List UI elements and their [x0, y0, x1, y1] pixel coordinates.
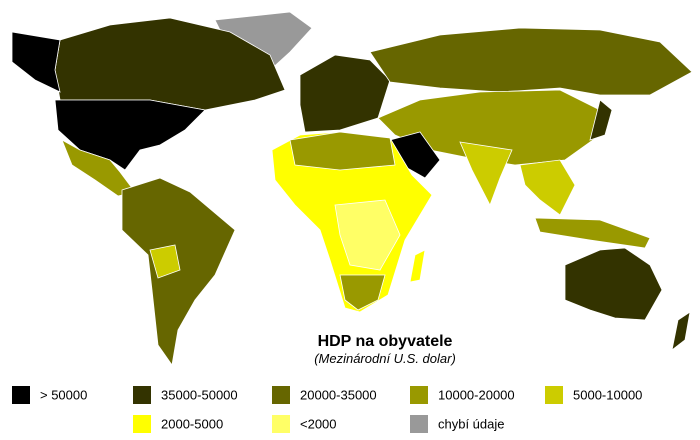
legend: > 50000 35000-50000 20000-35000 10000-20000…	[12, 386, 642, 433]
legend-swatch	[12, 386, 30, 404]
russia	[369, 27, 693, 96]
legend-swatch	[410, 415, 428, 433]
madagascar	[409, 249, 426, 283]
legend-label: 2000-5000	[161, 416, 223, 431]
legend-swatch	[133, 415, 151, 433]
legend-label: 5000-10000	[573, 387, 642, 402]
legend-swatch	[272, 415, 290, 433]
map-title: HDP na obyvatele	[318, 333, 453, 350]
south-africa	[339, 274, 386, 311]
central-africa	[334, 199, 401, 271]
new-zealand	[671, 311, 691, 351]
europe	[299, 54, 391, 133]
north-africa	[289, 131, 396, 171]
legend-label: chybí údaje	[438, 416, 505, 431]
bolivia	[149, 244, 181, 279]
legend-label: 20000-35000	[300, 387, 377, 402]
legend-label: 35000-50000	[161, 387, 238, 402]
legend-swatch	[545, 386, 563, 404]
india	[459, 141, 513, 206]
indonesia	[534, 217, 651, 249]
legend-label: <2000	[300, 416, 337, 431]
usa	[54, 99, 206, 171]
map-subtitle: (Mezinárodní U.S. dolar)	[314, 351, 456, 366]
japan	[589, 99, 613, 141]
legend-swatch	[272, 386, 290, 404]
legend-swatch	[410, 386, 428, 404]
legend-label: > 50000	[40, 387, 87, 402]
alaska	[11, 31, 61, 93]
legend-label: 10000-20000	[438, 387, 515, 402]
legend-swatch	[133, 386, 151, 404]
world-map	[11, 11, 693, 367]
southeast-asia	[519, 159, 576, 216]
south-america	[121, 177, 236, 367]
canada	[54, 17, 286, 111]
australia	[564, 247, 663, 321]
